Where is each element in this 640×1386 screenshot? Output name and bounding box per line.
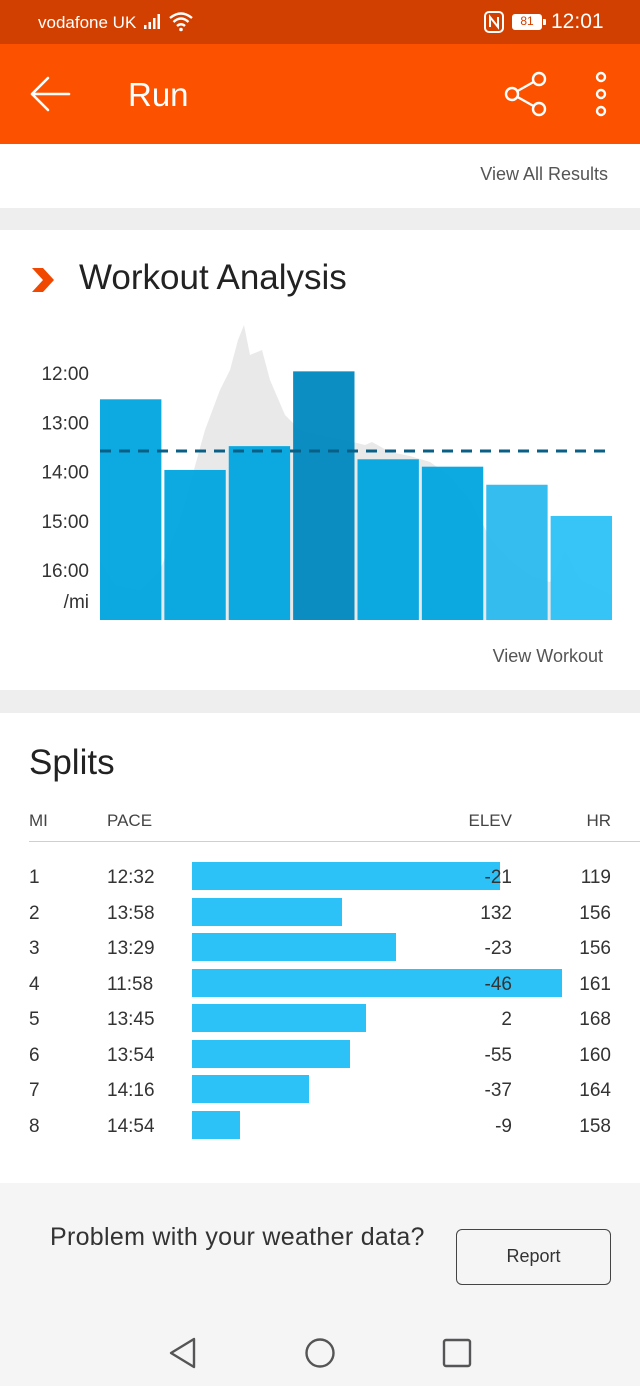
system-navigation-bar [0, 1318, 640, 1386]
split-elevation: 2 [501, 1009, 512, 1030]
split-pace: 13:58 [107, 902, 155, 924]
wifi-icon [169, 12, 193, 32]
split-pace-bar [192, 1110, 240, 1139]
pace-bar-mile-1[interactable] [100, 399, 162, 620]
pace-bar-mile-8[interactable] [550, 515, 612, 620]
nav-recents-icon[interactable] [440, 1336, 474, 1370]
nfc-icon [484, 11, 504, 33]
split-pace-bar [192, 1004, 367, 1032]
split-elevation: -37 [484, 1080, 512, 1101]
splits-card: Splits MI PACE ELEV HR 1 12:32 -21 119 2 13:5… [0, 713, 640, 1183]
column-header-elev: ELEV [468, 811, 512, 830]
split-elevation: -46 [484, 973, 512, 995]
y-tick-label: 12:00 [41, 364, 89, 385]
table-row[interactable]: 6 13:54 -55 160 [0, 1039, 640, 1073]
split-pace-bar [192, 1039, 350, 1068]
results-card: View All Results [0, 144, 640, 208]
split-elevation: -23 [484, 938, 512, 959]
pace-bar-mile-2[interactable] [164, 469, 226, 620]
y-tick-label: 16:00 [41, 561, 89, 582]
y-unit-label: /mi [64, 592, 89, 613]
app-bar: Run [0, 44, 640, 144]
split-pace-bar [192, 897, 343, 926]
share-icon[interactable] [503, 70, 549, 118]
split-pace-bar [192, 1075, 310, 1103]
column-header-mi: MI [29, 811, 48, 830]
more-options-icon[interactable] [588, 70, 614, 118]
report-button[interactable]: Report [456, 1229, 611, 1285]
pace-bar-mile-6[interactable] [421, 466, 484, 620]
nav-back-icon[interactable] [166, 1336, 200, 1370]
y-tick-label: 13:00 [41, 413, 89, 434]
split-mile: 1 [29, 867, 40, 888]
split-pace: 13:54 [107, 1044, 155, 1066]
split-mile: 7 [29, 1080, 40, 1101]
split-pace: 14:16 [107, 1080, 155, 1101]
pace-bars [100, 371, 612, 620]
view-all-results-link[interactable]: View All Results [480, 164, 608, 184]
pace-bar-mile-4[interactable] [293, 371, 355, 620]
y-axis-ticks: 12:00 13:00 14:00 15:00 16:00/mi [41, 364, 89, 613]
split-heart-rate: 164 [579, 1080, 611, 1101]
split-mile: 5 [29, 1009, 40, 1030]
pace-bar-mile-5[interactable] [357, 459, 419, 620]
workout-analysis-card: 12:00 13:00 14:00 15:00 16:00/mi Workout Ana… [0, 230, 640, 690]
split-mile: 4 [29, 973, 40, 995]
page-title: Run [128, 76, 189, 113]
split-mile: 8 [29, 1115, 40, 1137]
section-title-workout-analysis: Workout Analysis [79, 258, 347, 297]
column-header-hr: HR [586, 811, 611, 830]
split-pace: 14:54 [107, 1115, 155, 1137]
split-mile: 2 [29, 902, 40, 924]
pace-bar-mile-3[interactable] [228, 446, 291, 620]
split-pace: 11:58 [107, 973, 154, 995]
table-row[interactable]: 4 11:58 -46 161 [0, 968, 640, 1002]
column-header-pace: PACE [107, 811, 153, 830]
status-bar: vodafone UK 81 12:01 [0, 0, 640, 44]
y-tick-label: 14:00 [41, 463, 89, 484]
weather-problem-message: Problem with your weather data? [50, 1223, 425, 1251]
split-elevation: 132 [480, 902, 512, 924]
header-divider [29, 841, 640, 842]
table-row[interactable]: 2 13:58 132 156 [0, 897, 640, 931]
split-pace-bar [192, 968, 563, 997]
split-elevation: -55 [484, 1044, 512, 1066]
split-heart-rate: 168 [579, 1009, 611, 1030]
table-row[interactable]: 8 14:54 -9 158 [0, 1110, 640, 1144]
split-pace: 12:32 [107, 867, 155, 888]
y-tick-label: 15:00 [41, 512, 89, 533]
view-workout-link[interactable]: View Workout [492, 646, 603, 666]
carrier-name: vodafone UK [38, 13, 137, 32]
elevation-profile [100, 325, 612, 620]
pace-bar-mile-7[interactable] [486, 484, 548, 620]
split-mile: 3 [29, 938, 40, 959]
split-pace-bar [192, 933, 396, 961]
table-row[interactable]: 1 12:32 -21 119 [0, 861, 640, 895]
split-heart-rate: 158 [579, 1115, 611, 1137]
table-row[interactable]: 5 13:45 2 168 [0, 1003, 640, 1037]
split-pace: 13:45 [107, 1009, 155, 1030]
section-title-splits: Splits [29, 743, 115, 782]
table-row[interactable]: 7 14:16 -37 164 [0, 1074, 640, 1108]
split-heart-rate: 119 [580, 867, 611, 888]
strava-chevron-icon [32, 268, 54, 292]
split-heart-rate: 161 [579, 973, 611, 995]
split-elevation: -9 [495, 1115, 512, 1137]
split-pace-bar [192, 862, 500, 890]
split-heart-rate: 156 [579, 938, 611, 959]
weather-feedback: Problem with your weather data? Report [0, 1183, 640, 1318]
nav-home-icon[interactable] [303, 1336, 337, 1370]
table-row[interactable]: 3 13:29 -23 156 [0, 932, 640, 966]
battery-indicator: 81 [512, 14, 546, 30]
split-pace: 13:29 [107, 938, 155, 959]
split-mile: 6 [29, 1044, 40, 1066]
status-clock: 12:01 [551, 10, 604, 33]
split-elevation: -21 [484, 867, 512, 888]
signal-icon [144, 14, 160, 29]
pace-chart[interactable]: 12:00 13:00 14:00 15:00 16:00/mi [0, 230, 640, 690]
split-heart-rate: 156 [579, 902, 611, 924]
back-arrow-icon[interactable] [28, 74, 72, 114]
split-heart-rate: 160 [579, 1044, 611, 1066]
